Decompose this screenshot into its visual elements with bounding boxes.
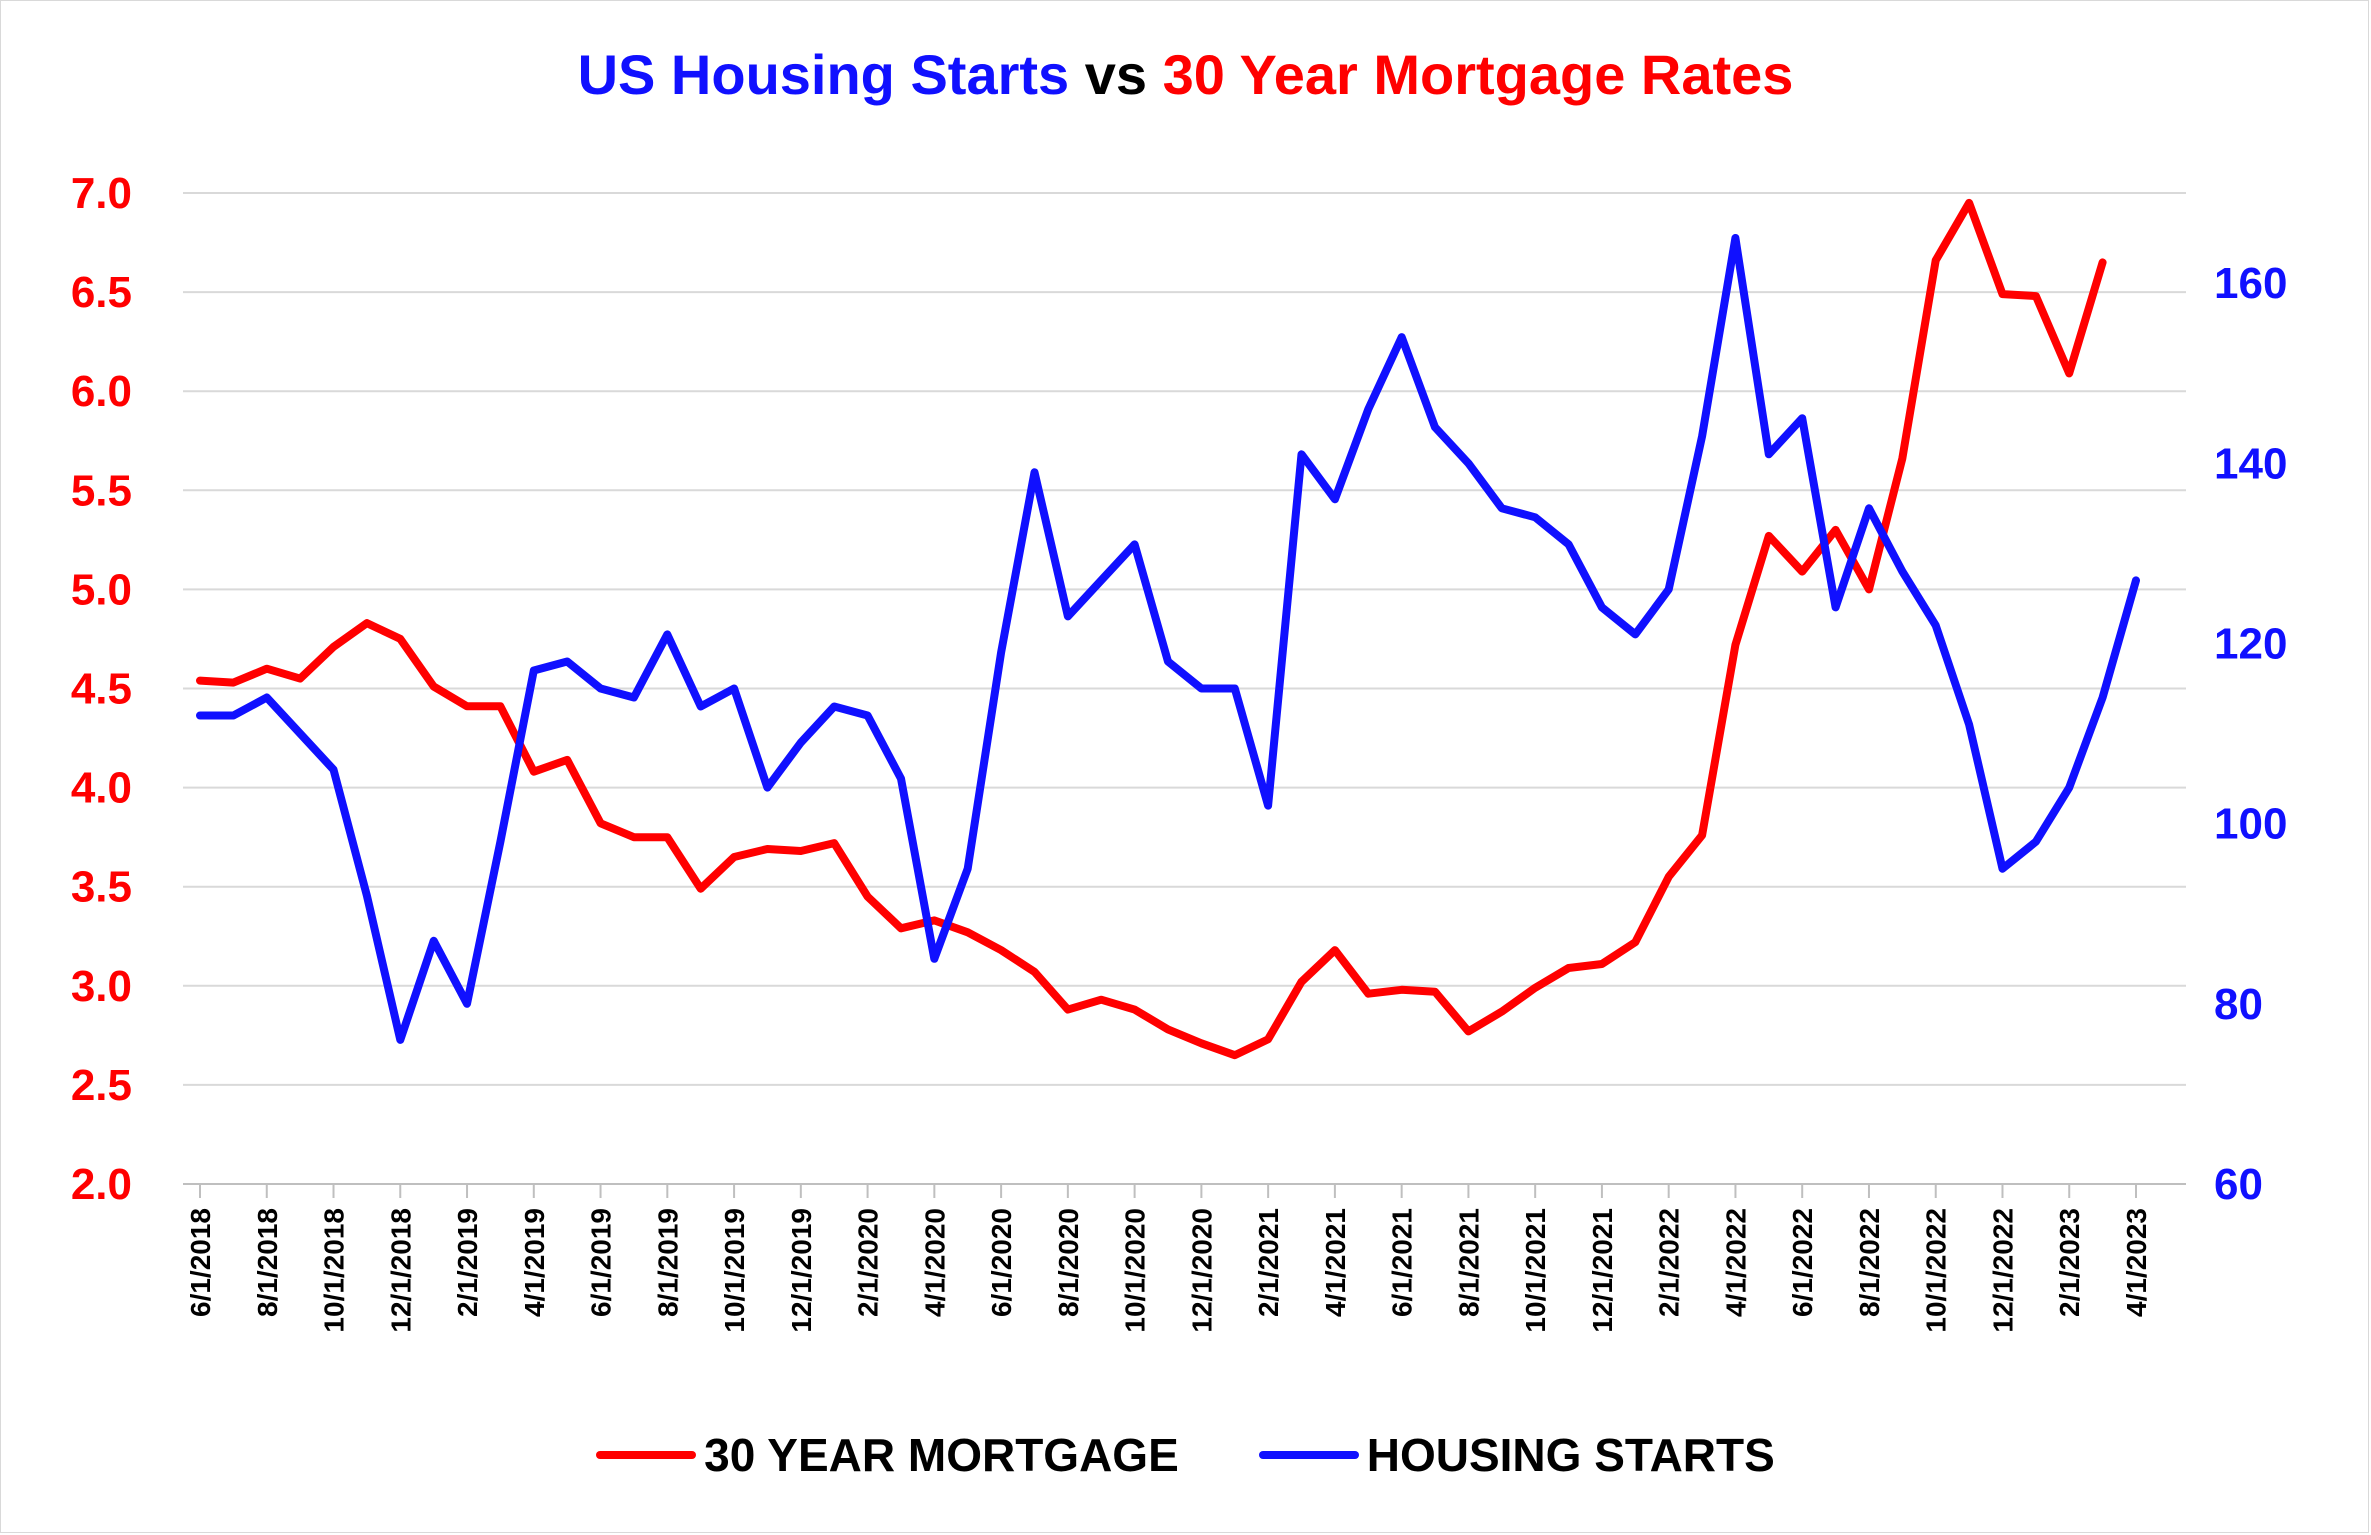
title-housing-starts: US Housing Starts [577, 43, 1070, 106]
right-y-tick-label: 140 [2214, 439, 2287, 488]
left-y-tick-label: 2.5 [71, 1061, 132, 1110]
left-y-tick-label: 3.0 [71, 962, 132, 1011]
right-y-tick-label: 120 [2214, 619, 2287, 668]
right-y-tick-label: 100 [2214, 800, 2287, 849]
left-y-tick-label: 4.0 [71, 764, 132, 813]
left-y-tick-label: 5.5 [71, 466, 132, 515]
left-y-tick-label: 3.5 [71, 863, 132, 912]
legend-swatch-mortgage [596, 1451, 697, 1459]
x-tick-label: 2/1/2020 [853, 1208, 884, 1317]
x-tick-label: 8/1/2021 [1453, 1208, 1484, 1317]
title-vs: vs [1084, 43, 1148, 106]
title-mortgage-rates: 30 Year Mortgage Rates [1162, 43, 1794, 106]
x-tick-label: 10/1/2019 [719, 1208, 750, 1333]
x-tick-label: 6/1/2018 [185, 1208, 216, 1317]
chart-title: US Housing Starts vs 30 Year Mortgage Ra… [0, 42, 2371, 107]
x-tick-label: 6/1/2021 [1387, 1208, 1418, 1317]
x-tick-label: 4/1/2023 [2121, 1208, 2152, 1317]
x-tick-label: 12/1/2022 [1987, 1208, 2018, 1333]
x-tick-label: 6/1/2020 [986, 1208, 1017, 1317]
x-tick-label: 10/1/2020 [1120, 1208, 1151, 1333]
x-axis: 6/1/2018 8/1/2018 10/1/2018 12/1/2018 2/1/20… [183, 1183, 2186, 1333]
left-y-tick-label: 5.0 [71, 565, 132, 614]
left-y-tick-label: 6.0 [71, 367, 132, 416]
x-tick-label: 8/1/2022 [1854, 1208, 1885, 1317]
legend-item-housing-starts: HOUSING STARTS [1258, 1428, 1775, 1482]
housing-starts-line [196, 234, 2140, 1044]
x-tick-label: 4/1/2019 [519, 1208, 550, 1317]
right-y-axis: 60 80 100 120 140 160 [2214, 259, 2287, 1209]
left-y-tick-label: 6.5 [71, 268, 132, 317]
legend-swatch-housing-starts [1258, 1451, 1359, 1459]
right-y-tick-label: 60 [2214, 1160, 2263, 1209]
x-tick-label: 8/1/2020 [1053, 1208, 1084, 1317]
legend-item-mortgage: 30 YEAR MORTGAGE [596, 1428, 1179, 1482]
chart-legend: 30 YEAR MORTGAGE HOUSING STARTS [0, 1428, 2371, 1482]
x-tick-label: 10/1/2021 [1520, 1208, 1551, 1333]
left-y-tick-label: 2.0 [71, 1160, 132, 1209]
x-tick-label: 2/1/2019 [452, 1208, 483, 1317]
x-tick-label: 12/1/2021 [1587, 1208, 1618, 1333]
x-tick-label: 8/1/2019 [652, 1208, 683, 1317]
x-tick-label: 12/1/2020 [1186, 1208, 1217, 1333]
x-tick-label: 2/1/2023 [2054, 1208, 2085, 1317]
x-tick-label: 4/1/2020 [919, 1208, 950, 1317]
x-tick-label: 4/1/2022 [1720, 1208, 1751, 1317]
right-y-tick-label: 160 [2214, 259, 2287, 308]
x-tick-label: 12/1/2019 [786, 1208, 817, 1333]
left-y-tick-label: 4.5 [71, 665, 132, 714]
legend-label-mortgage: 30 YEAR MORTGAGE [704, 1429, 1179, 1481]
x-tick-label: 4/1/2021 [1320, 1208, 1351, 1317]
left-y-tick-label: 7.0 [71, 169, 132, 218]
legend-label-housing-starts: HOUSING STARTS [1366, 1429, 1775, 1481]
x-tick-label: 12/1/2018 [385, 1208, 416, 1333]
left-y-axis: 2.0 2.5 3.0 3.5 4.0 4.5 5.0 5.5 6.0 6.5 7.0 [71, 169, 132, 1209]
x-tick-label: 10/1/2018 [319, 1208, 350, 1333]
x-tick-label: 2/1/2021 [1253, 1208, 1284, 1317]
x-tick-label: 8/1/2018 [252, 1208, 283, 1317]
series-lines [196, 198, 2140, 1060]
x-tick-label: 10/1/2022 [1921, 1208, 1952, 1333]
gridlines [183, 192, 2186, 1086]
x-tick-label: 6/1/2019 [586, 1208, 617, 1317]
right-y-tick-label: 80 [2214, 980, 2263, 1029]
x-tick-label: 6/1/2022 [1787, 1208, 1818, 1317]
x-tick-label: 2/1/2022 [1654, 1208, 1685, 1317]
